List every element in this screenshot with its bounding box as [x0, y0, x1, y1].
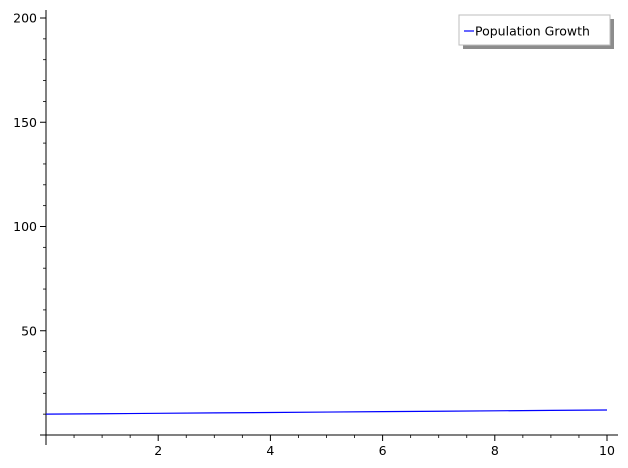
- minor-ticks: [43, 38, 580, 438]
- x-tick-label: 6: [379, 443, 387, 458]
- x-tick-label: 8: [491, 443, 499, 458]
- major-ticks: [40, 17, 608, 441]
- y-tick-label: 50: [21, 323, 37, 338]
- legend-box: [458, 14, 611, 46]
- x-tick-label: 10: [599, 443, 615, 458]
- x-tick-labels: 2 4 6 8 10: [154, 443, 615, 458]
- x-tick-label: 2: [154, 443, 162, 458]
- series-line: [45, 409, 608, 415]
- plot-series: [45, 409, 608, 415]
- y-tick-label: 150: [13, 115, 37, 130]
- y-tick-labels: 50 100 150 200: [13, 11, 37, 339]
- legend-label: Population Growth: [475, 24, 590, 39]
- y-tick-label: 100: [13, 219, 37, 234]
- y-tick-label: 200: [13, 11, 37, 26]
- legend: Population Growth: [458, 14, 614, 49]
- x-tick-label: 4: [266, 443, 274, 458]
